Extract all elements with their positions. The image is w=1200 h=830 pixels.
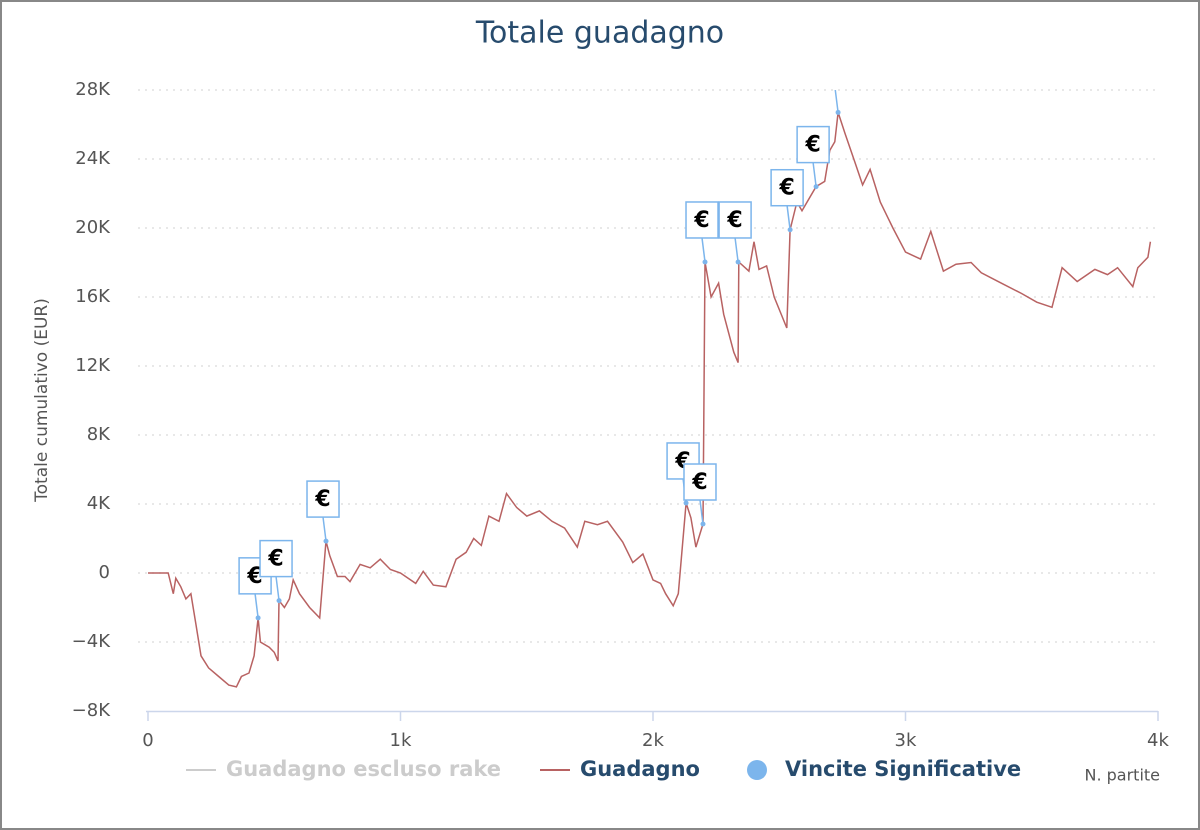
- flag-point: [735, 259, 741, 265]
- y-tick-label: 4K: [87, 493, 111, 514]
- flag-box: [796, 125, 830, 164]
- x-tick-label: 3k: [895, 730, 917, 751]
- x-axis-title: N. partite: [1084, 766, 1160, 785]
- y-tick-label: 16K: [75, 286, 111, 307]
- flag-point: [813, 184, 819, 190]
- y-tick-label: 24K: [75, 148, 111, 169]
- flag-label: €: [778, 176, 794, 201]
- flag-connector: [275, 576, 280, 601]
- flag-connector: [322, 516, 327, 542]
- flag-connector: [254, 593, 259, 618]
- y-tick-label: 8K: [87, 424, 111, 445]
- flag-box: [685, 201, 719, 239]
- flag-connector: [701, 237, 706, 263]
- flag-point: [276, 598, 282, 604]
- flag-point: [700, 521, 706, 527]
- flag-box: [718, 201, 752, 239]
- flag-point: [323, 538, 329, 544]
- flag-connector: [699, 499, 704, 525]
- flag-label: €: [726, 208, 742, 233]
- plot-area: €€€€€€€€€€: [148, 90, 1152, 688]
- y-axis-title: Totale cumulativo (EUR): [32, 298, 52, 503]
- y-tick-label: −4K: [72, 631, 112, 652]
- flag-point: [255, 615, 261, 621]
- flag-point: [683, 500, 689, 506]
- legend-symbol: [747, 760, 767, 780]
- legend-label: Guadagno: [580, 757, 700, 781]
- flag-point: [787, 227, 793, 233]
- flag-connector: [734, 237, 739, 263]
- flag-box: [306, 480, 340, 518]
- x-tick-label: 4k: [1147, 730, 1169, 751]
- flag-box: [683, 463, 717, 501]
- flag-point: [702, 259, 708, 265]
- y-tick-label: 28K: [75, 79, 111, 100]
- line-series: [148, 112, 1152, 688]
- x-tick-label: 1k: [390, 730, 412, 751]
- y-tick-label: 20K: [75, 217, 111, 238]
- flag-box: [259, 539, 293, 578]
- chart-title: Totale guadagno: [475, 16, 724, 51]
- y-tick-label: 12K: [75, 355, 111, 376]
- legend-label: Vincite Significative: [785, 757, 1021, 781]
- flag-label: €: [267, 547, 283, 572]
- flag-label: €: [804, 133, 820, 158]
- flag-connector: [834, 90, 839, 113]
- y-tick-label: 0: [99, 562, 110, 583]
- x-tick-label: 2k: [642, 730, 664, 751]
- flag-point: [835, 109, 841, 115]
- flag-box: [770, 168, 804, 207]
- flag-label: €: [314, 487, 330, 512]
- flag-label: €: [246, 564, 262, 589]
- y-tick-label: −8K: [72, 700, 112, 721]
- flag-connector: [812, 162, 817, 187]
- x-tick-label: 0: [142, 730, 153, 751]
- flag-label: €: [693, 208, 709, 233]
- flag-connector: [786, 205, 791, 230]
- flag-label: €: [691, 470, 707, 495]
- legend-label: Guadagno escluso rake: [226, 757, 501, 781]
